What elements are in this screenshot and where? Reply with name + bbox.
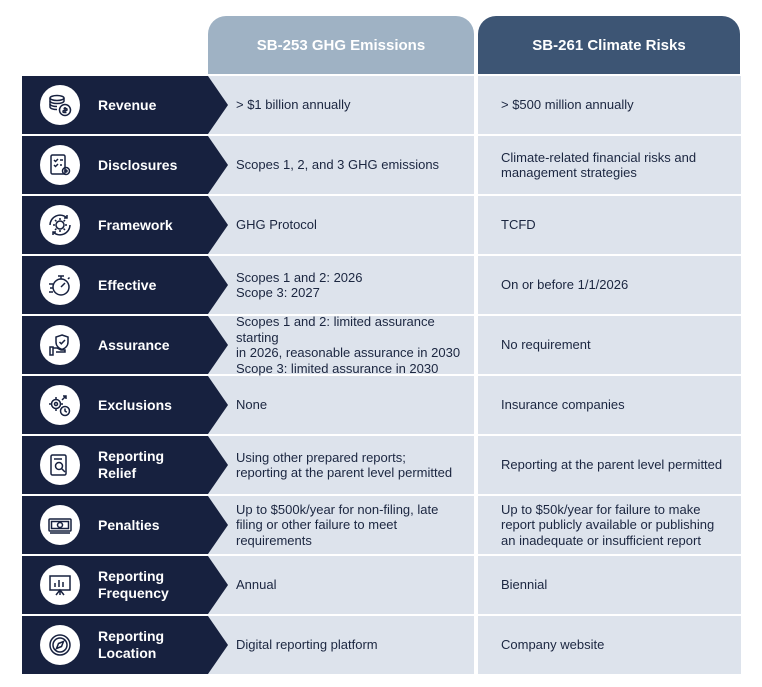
report-magnifier-icon <box>40 445 80 485</box>
table-row: Up to $500k/year for non-filing, late fi… <box>22 496 741 554</box>
row-label: Effective <box>98 276 157 293</box>
cell-sb253: Digital reporting platform <box>208 616 474 674</box>
cell-sb253: Scopes 1 and 2: 2026 Scope 3: 2027 <box>208 256 474 314</box>
cell-text: Reporting at the parent level permitted <box>501 457 723 473</box>
shield-hand-icon <box>40 325 80 365</box>
cell-sb253: > $1 billion annually <box>208 76 474 134</box>
table-row: Scopes 1, 2, and 3 GHG emissions Climate… <box>22 136 741 194</box>
cell-sb253: GHG Protocol <box>208 196 474 254</box>
label-arrow <box>208 136 228 194</box>
cell-sb261: No requirement <box>478 316 741 374</box>
label-arrow <box>208 556 228 614</box>
row-label: Penalties <box>98 516 160 533</box>
cell-text: Scopes 1, 2, and 3 GHG emissions <box>236 157 440 173</box>
row-label: Reporting Frequency <box>98 568 169 601</box>
cell-sb261: Climate-related financial risks and mana… <box>478 136 741 194</box>
table-row: > $1 billion annually > $500 million ann… <box>22 76 741 134</box>
cell-sb261: Up to $50k/year for failure to make repo… <box>478 496 741 554</box>
cell-sb261: Biennial <box>478 556 741 614</box>
cell-sb261: > $500 million annually <box>478 76 741 134</box>
row-label: Revenue <box>98 96 157 113</box>
cell-sb253: None <box>208 376 474 434</box>
label-arrow <box>208 436 228 494</box>
header-sb253: SB-253 GHG Emissions <box>208 16 474 74</box>
coins-icon <box>40 85 80 125</box>
cell-text: Scopes 1 and 2: limited assurance starti… <box>236 314 461 376</box>
label-arrow <box>208 256 228 314</box>
cell-text: > $1 billion annually <box>236 97 351 113</box>
table-row: Using other prepared reports; reporting … <box>22 436 741 494</box>
row-label-cell: Revenue <box>22 76 208 134</box>
row-label-cell: Framework <box>22 196 208 254</box>
label-arrow <box>208 496 228 554</box>
label-arrow <box>208 616 228 674</box>
cell-text: > $500 million annually <box>501 97 634 113</box>
label-arrow <box>208 196 228 254</box>
cell-text: Up to $50k/year for failure to make repo… <box>501 501 715 548</box>
cell-sb253: Using other prepared reports; reporting … <box>208 436 474 494</box>
cell-sb253: Up to $500k/year for non-filing, late fi… <box>208 496 474 554</box>
row-label-cell: Exclusions <box>22 376 208 434</box>
gears-clock-icon <box>40 385 80 425</box>
row-label: Framework <box>98 216 173 233</box>
row-label-cell: Assurance <box>22 316 208 374</box>
cell-text: None <box>236 397 268 413</box>
cell-sb253: Scopes 1 and 2: limited assurance starti… <box>208 314 474 376</box>
row-label-cell: Reporting Frequency <box>22 556 208 614</box>
row-label: Reporting Relief <box>98 448 165 481</box>
cell-sb261: Reporting at the parent level permitted <box>478 436 741 494</box>
cell-sb261: Company website <box>478 616 741 674</box>
cell-sb253: Annual <box>208 556 474 614</box>
gear-cycle-icon <box>40 205 80 245</box>
row-label-cell: Reporting Relief <box>22 436 208 494</box>
cell-text: Digital reporting platform <box>236 637 378 653</box>
table-row: None Insurance companies Exclusions <box>22 376 741 434</box>
table-row: Scopes 1 and 2: 2026 Scope 3: 2027 On or… <box>22 256 741 314</box>
row-label: Reporting Location <box>98 628 165 661</box>
row-label-cell: Effective <box>22 256 208 314</box>
row-label: Assurance <box>98 336 170 353</box>
cell-sb261: On or before 1/1/2026 <box>478 256 741 314</box>
money-bill-icon <box>40 505 80 545</box>
cell-text: Company website <box>501 637 605 653</box>
row-label: Disclosures <box>98 156 178 173</box>
stopwatch-icon <box>40 265 80 305</box>
cell-text: GHG Protocol <box>236 217 317 233</box>
table-row: Digital reporting platform Company websi… <box>22 616 741 674</box>
label-arrow <box>208 76 228 134</box>
compass-icon <box>40 625 80 665</box>
cell-sb253: Scopes 1, 2, and 3 GHG emissions <box>208 136 474 194</box>
row-label-cell: Penalties <box>22 496 208 554</box>
row-label-cell: Reporting Location <box>22 616 208 674</box>
table-row: GHG Protocol TCFD Framework <box>22 196 741 254</box>
label-arrow <box>208 316 228 374</box>
cell-text: TCFD <box>501 217 536 233</box>
cell-text: Annual <box>236 577 277 593</box>
presentation-chart-icon <box>40 565 80 605</box>
cell-text: Up to $500k/year for non-filing, late fi… <box>236 501 439 548</box>
checklist-gear-icon <box>40 145 80 185</box>
label-arrow <box>208 376 228 434</box>
cell-text: Biennial <box>501 577 548 593</box>
cell-text: On or before 1/1/2026 <box>501 277 629 293</box>
cell-text: No requirement <box>501 337 591 353</box>
table-row: Scopes 1 and 2: limited assurance starti… <box>22 314 741 376</box>
cell-text: Climate-related financial risks and mana… <box>501 149 697 181</box>
cell-text: Using other prepared reports; reporting … <box>236 449 453 481</box>
table-row: Annual Biennial Reporting Frequency <box>22 556 741 614</box>
cell-sb261: Insurance companies <box>478 376 741 434</box>
cell-text: Insurance companies <box>501 397 625 413</box>
row-label-cell: Disclosures <box>22 136 208 194</box>
cell-text: Scopes 1 and 2: 2026 Scope 3: 2027 <box>236 269 363 301</box>
row-label: Exclusions <box>98 396 172 413</box>
header-sb261: SB-261 Climate Risks <box>478 16 740 74</box>
cell-sb261: TCFD <box>478 196 741 254</box>
